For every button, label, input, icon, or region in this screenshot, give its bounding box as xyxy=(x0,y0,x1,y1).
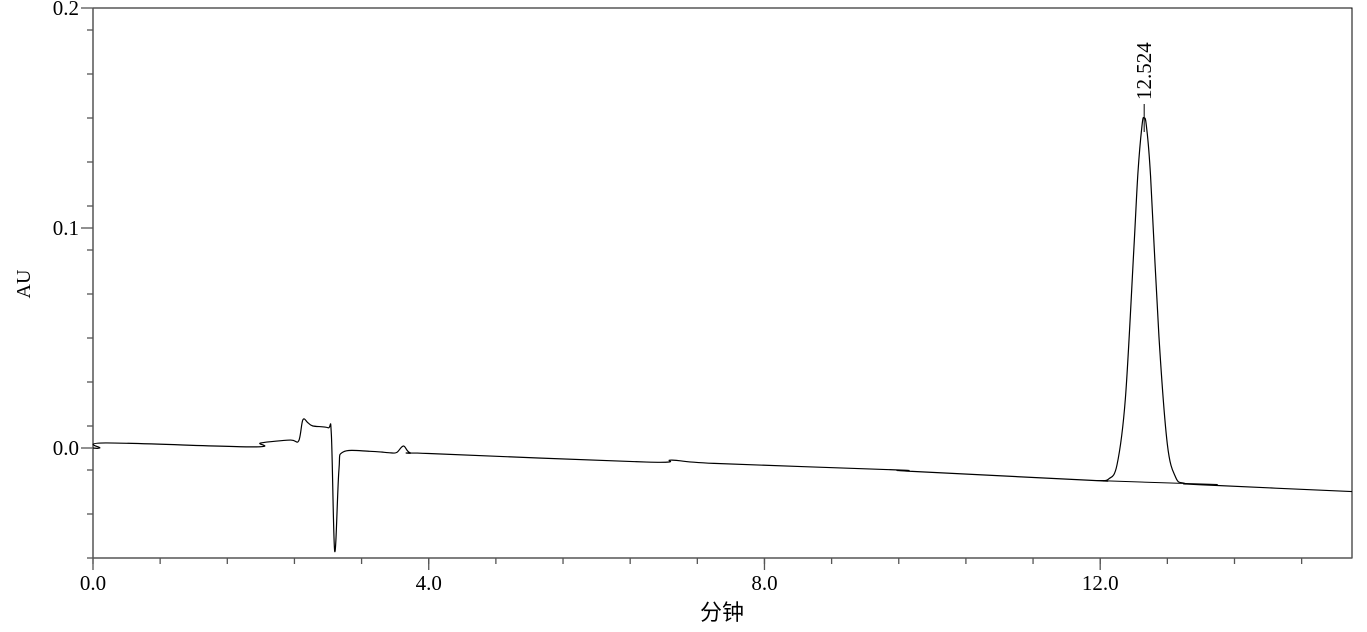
chromatogram-trace xyxy=(92,116,1353,553)
x-tick-label: 0.0 xyxy=(80,571,106,595)
peak-label: 12.524 xyxy=(1132,42,1156,100)
ticks: 0.0 4.0 8.0 12.0 0.0 0.1 0.2 xyxy=(53,0,1303,595)
y-tick-label: 0.2 xyxy=(53,0,79,20)
plot-frame xyxy=(92,7,1353,559)
y-axis-label: AU xyxy=(13,269,35,298)
peak-baseline xyxy=(1095,480,1218,486)
x-tick-label: 4.0 xyxy=(416,571,442,595)
x-axis-label: 分钟 xyxy=(700,600,744,625)
x-tick-label: 12.0 xyxy=(1082,571,1119,595)
x-tick-label: 8.0 xyxy=(751,571,777,595)
y-tick-label: 0.1 xyxy=(53,216,79,240)
axes xyxy=(92,7,1353,559)
annotations: 12.524 xyxy=(1132,42,1156,132)
y-tick-label: 0.0 xyxy=(53,436,79,460)
